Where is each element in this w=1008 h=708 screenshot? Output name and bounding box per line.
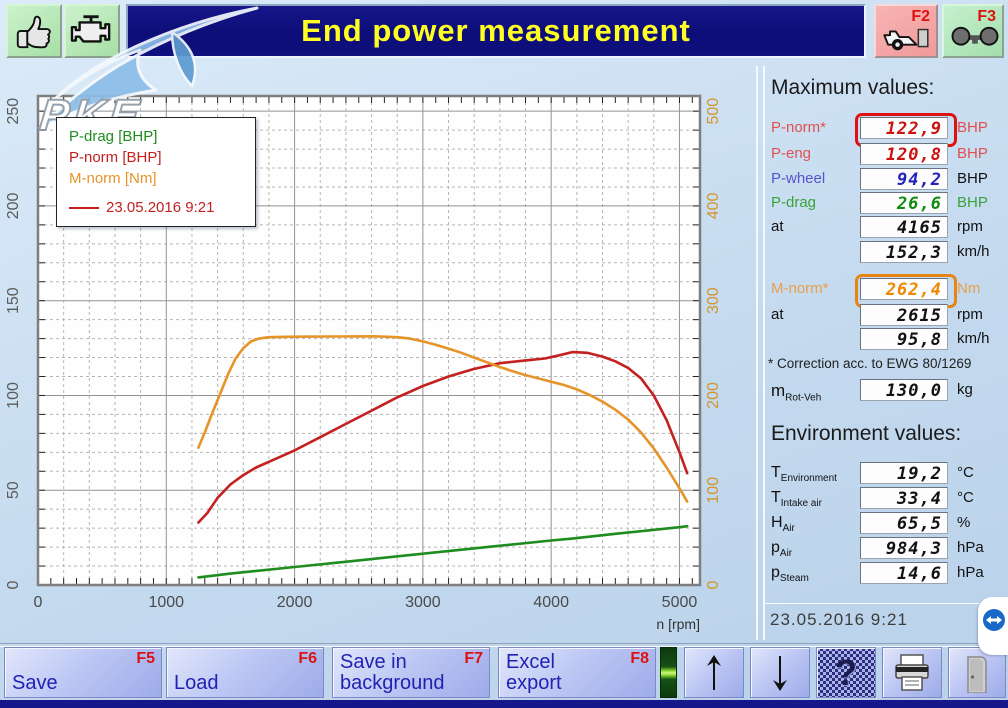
svg-text:200: 200 (705, 382, 722, 409)
row-p-drag: P-drag 26,6 BHP (771, 192, 988, 214)
svg-text:0: 0 (5, 580, 22, 589)
ok-button[interactable] (6, 4, 62, 58)
row-mass: mRot-Veh 130,0 kg (771, 379, 973, 404)
title-bar: End power measurement (126, 4, 866, 58)
mass-value: 130,0 (860, 379, 948, 401)
row-p-eng: P-eng 120,8 BHP (771, 143, 988, 165)
p-drag-value: 26,6 (860, 192, 948, 214)
panel-separator (756, 66, 765, 640)
legend-entry: P-drag [BHP] (69, 128, 158, 145)
correction-note: * Correction acc. to EWG 80/1269 (768, 356, 972, 371)
excel-export-button[interactable]: Excel export F8 (498, 647, 656, 698)
at-speed-value: 152,3 (860, 241, 948, 263)
scroll-up-button[interactable] (684, 647, 744, 698)
p-norm-value: 122,9 (860, 117, 948, 139)
legend-entry: P-norm [BHP] (69, 149, 162, 166)
svg-text:100: 100 (705, 477, 722, 504)
svg-text:400: 400 (705, 192, 722, 219)
thumbs-up-icon (16, 15, 51, 49)
svg-text:100: 100 (5, 382, 22, 409)
legend-line-sample (69, 206, 99, 209)
svg-text:200: 200 (5, 192, 22, 219)
row-at-speed: 152,3 km/h (771, 241, 1003, 265)
p-air-value: 984,3 (860, 537, 948, 559)
save-background-button[interactable]: Save in background F7 (332, 647, 490, 698)
legend-entry: M-norm [Nm] (69, 170, 157, 187)
door-icon (967, 655, 987, 693)
svg-text:3000: 3000 (405, 594, 441, 611)
legend-date-row: 23.05.2016 9:21 (69, 199, 245, 216)
row-t-intake: TIntake air 33,4 °C (771, 487, 974, 510)
p-steam-value: 14,6 (860, 562, 948, 584)
down-arrow-icon (773, 655, 787, 691)
at-rpm-value: 4165 (860, 216, 948, 238)
svg-text:1000: 1000 (148, 594, 184, 611)
legend-series-list: P-drag [BHP] P-norm [BHP] M-norm [Nm] (69, 126, 245, 189)
exit-button[interactable] (948, 647, 1006, 698)
car-lift-icon (883, 28, 929, 51)
svg-text:n [rpm]: n [rpm] (656, 616, 700, 632)
load-fkey: F6 (298, 650, 317, 667)
torque-rpm-value: 2615 (860, 304, 948, 326)
svg-text:4000: 4000 (533, 594, 569, 611)
f2-key-label: F2 (911, 8, 930, 25)
bottom-edge-bar (0, 700, 1008, 708)
legend-date: 23.05.2016 9:21 (106, 199, 215, 216)
help-button[interactable]: ? (816, 647, 876, 698)
row-h-air: HAir 65,5 % (771, 512, 971, 535)
row-torque-rpm: at 2615 rpm (771, 304, 983, 326)
row-p-wheel: P-wheel 94,2 BHP (771, 168, 988, 190)
environment-heading: Environment values: (771, 422, 962, 445)
excel-export-fkey: F8 (630, 650, 649, 667)
question-mark-icon: ? (835, 651, 857, 693)
f3-button[interactable]: F3 (942, 4, 1004, 58)
bottom-divider (0, 643, 1008, 647)
h-air-value: 65,5 (860, 512, 948, 534)
f2-button[interactable]: F2 (874, 4, 938, 58)
row-t-environment: TEnvironment 19,2 °C (771, 462, 974, 485)
scroll-down-button[interactable] (750, 647, 810, 698)
svg-text:50: 50 (5, 481, 22, 499)
load-button[interactable]: Load F6 (166, 647, 324, 698)
page-title: End power measurement (301, 13, 691, 48)
print-button[interactable] (882, 647, 942, 698)
m-norm-value: 262,4 (860, 278, 948, 300)
row-m-norm: M-norm* 262,4 Nm (771, 274, 1003, 308)
printer-icon (895, 653, 929, 691)
t-environment-value: 19,2 (860, 462, 948, 484)
p-eng-value: 120,8 (860, 143, 948, 165)
svg-text:5000: 5000 (662, 594, 698, 611)
svg-text:0: 0 (705, 580, 722, 589)
f3-key-label: F3 (977, 8, 996, 25)
engine-button[interactable] (64, 4, 120, 58)
engine-icon (70, 15, 111, 43)
status-indicator (660, 647, 677, 698)
save-button[interactable]: Save F5 (4, 647, 162, 698)
svg-text:2000: 2000 (277, 594, 313, 611)
row-torque-speed: 95,8 km/h (771, 328, 1003, 352)
row-p-steam: pSteam 14,6 hPa (771, 562, 984, 585)
torque-speed-value: 95,8 (860, 328, 948, 350)
svg-text:500: 500 (705, 98, 722, 125)
up-arrow-icon (707, 654, 721, 690)
remote-support-icon (983, 609, 1005, 631)
remote-support-tab[interactable] (978, 597, 1008, 655)
p-wheel-value: 94,2 (860, 168, 948, 190)
roller-axle-icon (951, 26, 999, 46)
svg-text:300: 300 (705, 287, 722, 314)
save-background-fkey: F7 (464, 650, 483, 667)
measurement-datetime: 23.05.2016 9:21 (764, 603, 996, 636)
chart-legend: P-drag [BHP] P-norm [BHP] M-norm [Nm] 23.0… (56, 117, 256, 227)
row-p-norm: P-norm* 122,9 BHP (771, 113, 1003, 147)
row-at-rpm: at 4165 rpm (771, 216, 983, 238)
t-intake-value: 33,4 (860, 487, 948, 509)
svg-text:150: 150 (5, 287, 22, 314)
svg-text:250: 250 (5, 98, 22, 125)
svg-text:0: 0 (34, 594, 43, 611)
save-fkey: F5 (136, 650, 155, 667)
max-values-heading: Maximum values: (771, 76, 935, 99)
row-p-air: pAir 984,3 hPa (771, 537, 984, 560)
